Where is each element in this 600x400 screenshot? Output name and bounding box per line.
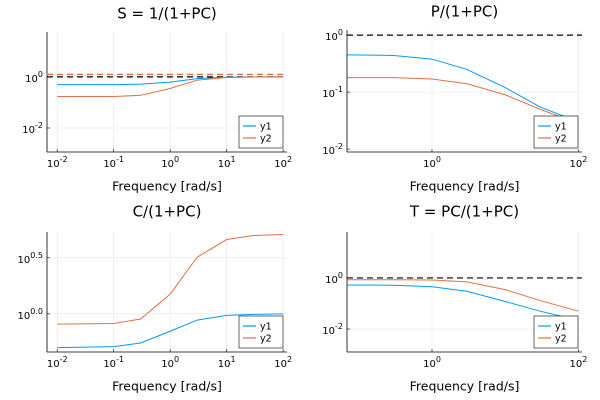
- data-line: [57, 313, 284, 349]
- legend-label: y2: [260, 134, 272, 145]
- chart-title: S = 1/(1+PC): [117, 5, 217, 23]
- y-tick-label: 100: [325, 270, 343, 286]
- x-tick-label: 100: [423, 355, 441, 371]
- x-tick-label: 101: [218, 155, 236, 171]
- data-line: [347, 54, 579, 123]
- x-tick-label: 102: [569, 155, 587, 171]
- y-tick-label: 10-2: [322, 322, 343, 338]
- legend-label: y2: [555, 334, 567, 345]
- legend-box: [533, 115, 579, 149]
- data-line: [347, 77, 579, 125]
- x-tick-label: 102: [569, 355, 587, 371]
- x-tick-label: 100: [161, 155, 179, 171]
- data-line: [57, 76, 284, 98]
- legend-box: [533, 315, 579, 349]
- legend-box: [238, 315, 284, 349]
- x-axis-label: Frequency [rad/s]: [112, 179, 222, 194]
- legend-label: y1: [555, 322, 567, 333]
- chart-title: P/(1+PC): [431, 3, 498, 21]
- x-tick-label: 102: [274, 355, 292, 371]
- y-tick-label: 10-1: [322, 85, 343, 101]
- data-line: [347, 279, 579, 312]
- x-tick-label: 102: [274, 155, 292, 171]
- x-tick-label: 100: [161, 355, 179, 371]
- x-tick-label: 101: [218, 355, 236, 371]
- x-tick-label: 10-2: [47, 355, 68, 371]
- chart-title: C/(1+PC): [133, 203, 202, 221]
- legend-box: [238, 115, 284, 149]
- chart-title: T = PC/(1+PC): [409, 203, 519, 221]
- x-axis-label: Frequency [rad/s]: [410, 179, 520, 194]
- data-line: [57, 234, 284, 325]
- legend-label: y1: [555, 122, 567, 133]
- x-tick-label: 100: [423, 155, 441, 171]
- x-tick-label: 10-1: [103, 155, 124, 171]
- y-tick-label: 10-2: [22, 120, 43, 136]
- y-tick-label: 100: [325, 28, 343, 44]
- legend-label: y2: [260, 334, 272, 345]
- y-tick-label: 100.5: [18, 250, 43, 266]
- y-tick-label: 10-2: [322, 142, 343, 158]
- x-axis-label: Frequency [rad/s]: [112, 379, 222, 394]
- data-line: [347, 284, 579, 321]
- y-tick-label: 100: [25, 69, 43, 85]
- legend-label: y2: [555, 134, 567, 145]
- x-tick-label: 10-2: [47, 155, 68, 171]
- x-tick-label: 10-1: [103, 355, 124, 371]
- legend-label: y1: [260, 322, 272, 333]
- x-axis-label: Frequency [rad/s]: [410, 379, 520, 394]
- legend-label: y1: [260, 122, 272, 133]
- y-tick-label: 100.0: [18, 306, 43, 322]
